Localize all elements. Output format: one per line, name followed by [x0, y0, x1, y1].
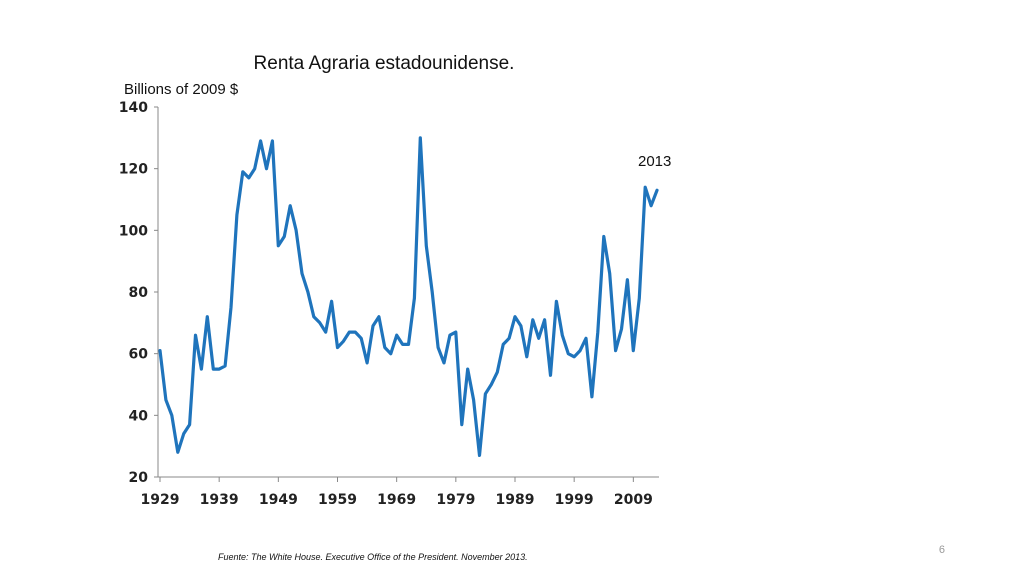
- x-tick-label: 1999: [555, 492, 594, 508]
- x-tick-label: 1979: [436, 492, 475, 508]
- x-tick-label: 1929: [141, 492, 180, 508]
- x-tick-label: 1949: [259, 492, 298, 508]
- y-tick-label: 100: [119, 223, 148, 239]
- chart-title: Renta Agraria estadounidense.: [254, 53, 515, 74]
- y-tick-label: 20: [129, 470, 149, 486]
- y-tick-label: 140: [119, 100, 148, 116]
- source-note: Fuente: The White House. Executive Offic…: [218, 552, 528, 562]
- data-line: [158, 136, 659, 457]
- x-tick-label: 1969: [377, 492, 416, 508]
- y-tick-label: 40: [129, 408, 149, 424]
- x-tick-label: 2009: [614, 492, 653, 508]
- y-tick-label: 60: [129, 347, 149, 363]
- y-axis-label: Billions of 2009 $: [124, 81, 239, 98]
- page-number: 6: [939, 544, 945, 556]
- x-tick-label: 1959: [318, 492, 357, 508]
- annotation: 2013: [638, 153, 671, 170]
- x-tick-label: 1939: [200, 492, 239, 508]
- y-tick-label: 120: [119, 162, 148, 178]
- y-tick-label: 80: [129, 285, 149, 301]
- x-tick-label: 1989: [496, 492, 535, 508]
